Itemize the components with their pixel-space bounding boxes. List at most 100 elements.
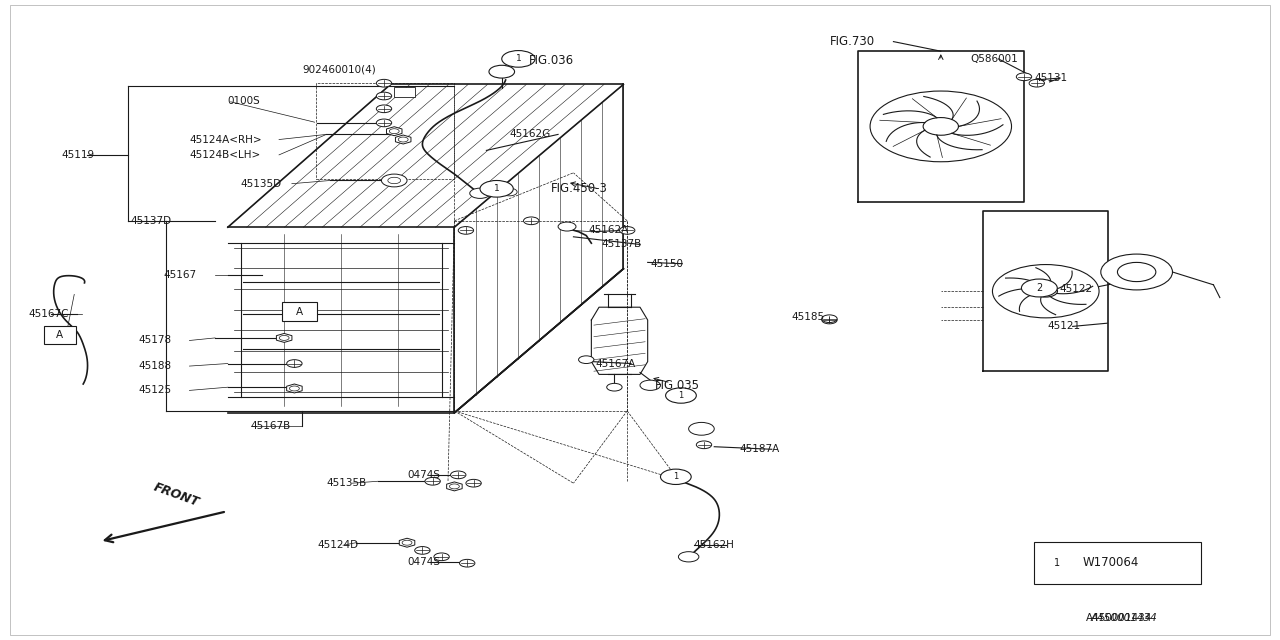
Text: 1: 1 — [1055, 558, 1060, 568]
Circle shape — [402, 540, 412, 545]
Text: 2: 2 — [1037, 283, 1042, 293]
Circle shape — [1029, 79, 1044, 87]
Text: 45162H: 45162H — [694, 540, 735, 550]
Circle shape — [992, 264, 1100, 318]
Circle shape — [502, 188, 517, 196]
Circle shape — [480, 180, 513, 197]
Text: A: A — [56, 330, 63, 340]
Text: 45187A: 45187A — [740, 444, 780, 454]
Text: FIG.450-3: FIG.450-3 — [550, 182, 607, 195]
Polygon shape — [396, 135, 411, 144]
Text: 45178: 45178 — [138, 335, 172, 346]
Circle shape — [1101, 254, 1172, 290]
Circle shape — [689, 422, 714, 435]
Text: 45124A<RH>: 45124A<RH> — [189, 134, 262, 145]
Polygon shape — [276, 333, 292, 342]
Text: 45150: 45150 — [650, 259, 684, 269]
Text: 45135B: 45135B — [326, 478, 366, 488]
Circle shape — [458, 227, 474, 234]
Text: 45124D: 45124D — [317, 540, 358, 550]
Text: 45167C: 45167C — [28, 308, 69, 319]
Text: 1: 1 — [516, 54, 521, 63]
Circle shape — [923, 118, 959, 135]
Circle shape — [486, 182, 512, 195]
Circle shape — [1039, 554, 1075, 572]
Text: FIG.035: FIG.035 — [655, 379, 700, 392]
Circle shape — [289, 386, 300, 391]
Text: 45162A: 45162A — [589, 225, 628, 236]
Circle shape — [449, 484, 460, 489]
Bar — [282, 302, 317, 321]
Text: A450001434: A450001434 — [1085, 612, 1152, 623]
Text: 45125: 45125 — [138, 385, 172, 396]
Text: 45137B: 45137B — [602, 239, 641, 250]
Circle shape — [666, 472, 686, 482]
Text: FRONT: FRONT — [152, 480, 201, 509]
Circle shape — [376, 92, 392, 100]
Text: 45124B<LH>: 45124B<LH> — [189, 150, 261, 160]
Text: 1: 1 — [678, 391, 684, 400]
Text: 45122: 45122 — [1060, 284, 1093, 294]
Circle shape — [376, 79, 392, 87]
Circle shape — [398, 137, 408, 142]
Text: 45167: 45167 — [164, 270, 197, 280]
Text: 45167A: 45167A — [595, 358, 635, 369]
Text: 45188: 45188 — [138, 361, 172, 371]
Text: Q586001: Q586001 — [970, 54, 1018, 64]
Text: 902460010(4): 902460010(4) — [302, 64, 376, 74]
Text: 1: 1 — [673, 472, 678, 481]
Circle shape — [870, 91, 1011, 162]
Circle shape — [524, 217, 539, 225]
Bar — [394, 87, 415, 97]
Text: 45135D: 45135D — [241, 179, 282, 189]
Text: 45185: 45185 — [791, 312, 824, 322]
Circle shape — [470, 188, 490, 198]
Circle shape — [389, 129, 399, 134]
Text: 45121: 45121 — [1047, 321, 1080, 332]
Circle shape — [502, 51, 535, 67]
Circle shape — [460, 559, 475, 567]
Circle shape — [415, 547, 430, 554]
Bar — [44, 326, 76, 344]
Circle shape — [287, 360, 302, 367]
Text: FIG.036: FIG.036 — [529, 54, 573, 67]
Polygon shape — [287, 384, 302, 393]
Text: 45119: 45119 — [61, 150, 95, 160]
Circle shape — [620, 227, 635, 234]
Text: FIG.730: FIG.730 — [829, 35, 874, 48]
Circle shape — [425, 477, 440, 485]
Text: 45162G: 45162G — [509, 129, 550, 140]
Circle shape — [1034, 285, 1057, 297]
Circle shape — [640, 380, 660, 390]
Text: 0474S: 0474S — [407, 557, 440, 567]
Circle shape — [376, 119, 392, 127]
Circle shape — [381, 174, 407, 187]
Circle shape — [696, 441, 712, 449]
Circle shape — [822, 315, 837, 323]
Circle shape — [579, 356, 594, 364]
Circle shape — [388, 177, 401, 184]
Text: 45167B: 45167B — [251, 420, 291, 431]
Circle shape — [1016, 73, 1032, 81]
Text: 0474S: 0474S — [407, 470, 440, 480]
Text: 45137D: 45137D — [131, 216, 172, 226]
Circle shape — [607, 383, 622, 391]
Text: 45131: 45131 — [1034, 73, 1068, 83]
Circle shape — [666, 388, 696, 403]
Text: A450001434: A450001434 — [1091, 612, 1157, 623]
Polygon shape — [399, 538, 415, 547]
Circle shape — [466, 479, 481, 487]
Text: 1: 1 — [494, 184, 499, 193]
Circle shape — [558, 222, 576, 231]
Polygon shape — [387, 127, 402, 136]
Text: W170064: W170064 — [1083, 556, 1139, 570]
Text: A: A — [296, 307, 303, 317]
Circle shape — [376, 105, 392, 113]
Circle shape — [1117, 262, 1156, 282]
Polygon shape — [447, 482, 462, 491]
Circle shape — [489, 65, 515, 78]
Circle shape — [822, 316, 837, 324]
Circle shape — [451, 471, 466, 479]
Bar — [1034, 542, 1201, 584]
Circle shape — [279, 335, 289, 340]
